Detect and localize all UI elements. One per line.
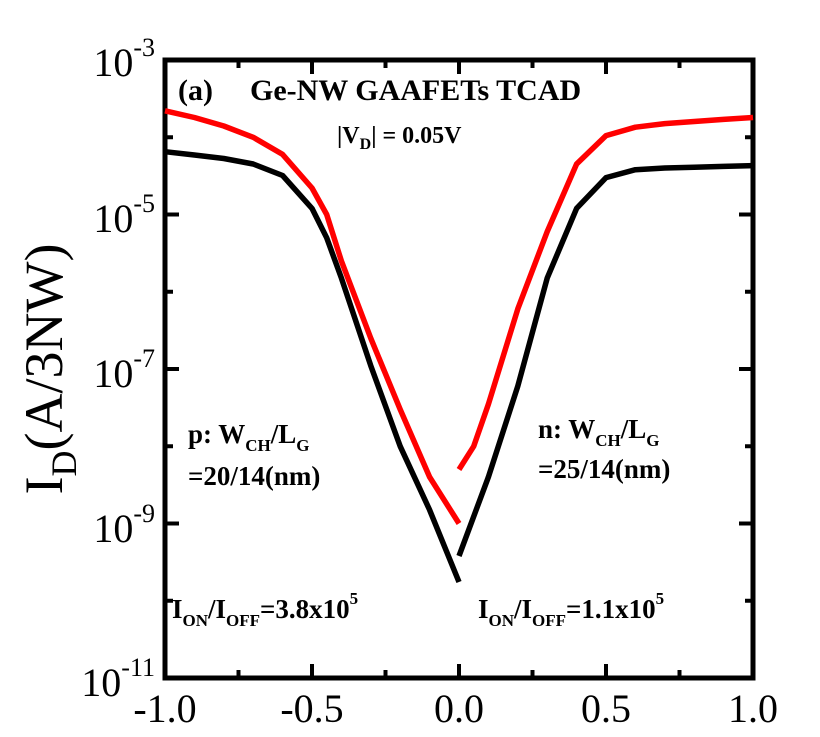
x-tick-label-2: 0.0 xyxy=(434,686,484,731)
y-tick-exp-4: -11 xyxy=(121,653,155,682)
x-tick-label-1: -0.5 xyxy=(280,686,343,731)
subscript: CH xyxy=(595,431,621,450)
y-tick-exp-3: -9 xyxy=(133,499,155,528)
y-axis-label-main: I xyxy=(14,476,74,494)
condition-sub: D xyxy=(360,136,372,153)
y-tick-label-1: 10-5 xyxy=(93,189,155,241)
text-run: I xyxy=(172,594,183,624)
y-tick-exp-0: -3 xyxy=(133,33,155,62)
p-ratio-label: ION/IOFF=3.8x105 xyxy=(172,589,358,630)
text-run: p: W xyxy=(188,419,245,449)
x-tick-label-4: 1.0 xyxy=(728,686,778,731)
subscript: ON xyxy=(183,611,209,630)
y-tick-label-2: 10-7 xyxy=(93,344,155,396)
text-run: /L xyxy=(620,414,647,444)
y-tick-base-4: 10 xyxy=(81,660,121,705)
y-tick-label-4: 10-11 xyxy=(81,653,155,705)
n-device-value: =25/14(nm) xyxy=(538,454,670,484)
subscript: G xyxy=(646,431,659,450)
text-run: /I xyxy=(513,594,532,624)
text-run: =3.8x10 xyxy=(260,594,350,624)
plot-frame xyxy=(162,57,756,681)
superscript: 5 xyxy=(656,589,665,608)
y-tick-exp-2: -7 xyxy=(133,344,155,373)
y-tick-base-1: 10 xyxy=(93,196,133,241)
y-tick-base-2: 10 xyxy=(93,351,133,396)
subscript: G xyxy=(296,436,309,455)
subscript: OFF xyxy=(226,611,260,630)
x-tick-label-3: 0.5 xyxy=(581,686,631,731)
series-1-segment-0 xyxy=(164,148,462,584)
n-ratio-label: ION/IOFF=1.1x105 xyxy=(478,589,664,630)
subscript: ON xyxy=(489,611,515,630)
curves xyxy=(164,108,754,584)
subscript: CH xyxy=(245,436,271,455)
y-axis-label: ID(A/3NW) xyxy=(14,244,84,495)
text-run: /I xyxy=(207,594,226,624)
n-device-label: n: WCH/LG xyxy=(538,414,660,450)
condition-main: |V xyxy=(337,123,360,149)
y-axis-label-sub: D xyxy=(44,450,84,476)
y-axis-label-rest: (A/3NW) xyxy=(14,244,74,451)
series-0-segment-1 xyxy=(456,114,754,471)
chart-title: Ge-NW GAAFETs TCAD xyxy=(250,74,581,107)
y-tick-base-0: 10 xyxy=(93,40,133,85)
subscript: OFF xyxy=(532,611,566,630)
y-tick-label-3: 10-9 xyxy=(93,499,155,551)
y-tick-exp-1: -5 xyxy=(133,189,155,218)
y-tick-base-3: 10 xyxy=(93,506,133,551)
p-device-label: p: WCH/LG xyxy=(188,419,310,455)
condition-rest: | = 0.05V xyxy=(371,123,462,149)
x-tick-label-0: -1.0 xyxy=(133,686,196,731)
series-0-segment-0 xyxy=(164,108,462,525)
superscript: 5 xyxy=(350,589,359,608)
text-run: I xyxy=(478,594,489,624)
axis-ticks xyxy=(163,58,755,680)
text-run: =1.1x10 xyxy=(566,594,656,624)
panel-label: (a) xyxy=(178,74,213,107)
text-run: n: W xyxy=(538,414,595,444)
y-tick-label-0: 10-3 xyxy=(93,33,155,85)
series-1-segment-1 xyxy=(456,162,754,557)
condition-label: |VD| = 0.05V xyxy=(337,123,462,153)
text-run: /L xyxy=(270,419,297,449)
p-device-value: =20/14(nm) xyxy=(188,461,320,491)
